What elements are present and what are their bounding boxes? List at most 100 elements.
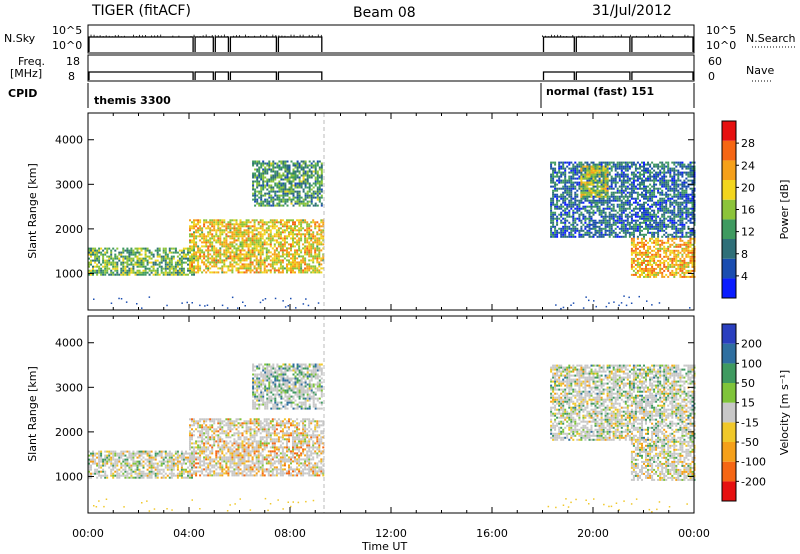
echo-cell [634,215,637,218]
echo-cell [612,205,615,208]
echo-cell [649,171,652,174]
echo-cell [689,187,692,190]
echo-cell [227,255,230,258]
echo-cell [104,253,107,256]
echo-cell [657,209,660,212]
echo-cell [195,245,198,248]
echo-cell [182,269,185,272]
echo-cell [594,163,597,166]
echo-cell [649,165,652,168]
echo-cell [239,251,242,254]
echo-cell [673,167,676,170]
echo-cell [229,231,232,234]
echo-cell [269,237,272,240]
echo-cell [273,269,276,272]
echo-cell [112,257,115,260]
echo-cell [292,172,295,175]
echo-cell [223,249,226,252]
echo-cell [588,173,591,176]
echo-cell [578,205,581,208]
freq-tick-top: 18 [66,55,80,68]
echo-cell [647,217,649,220]
echo-cell [681,207,684,210]
echo-cell [582,205,585,208]
echo-cell [266,162,269,165]
echo-cell [596,199,599,202]
echo-cell [636,263,639,266]
echo-cell [665,273,668,276]
echo-cell [268,178,271,181]
echo-cell [624,185,627,188]
echo-cell [280,190,283,193]
echo-cell [247,235,250,238]
echo-cell [304,204,307,207]
echo-cell [612,197,615,200]
echo-cell [552,211,555,214]
echo-cell [578,183,581,186]
echo-cell [312,174,315,177]
echo-cell [560,219,563,222]
echo-cell [308,253,311,256]
echo-cell [616,189,619,192]
echo-cell [683,189,686,192]
echo-cell [558,207,561,210]
echo-cell [92,269,94,272]
echo-cell [296,162,299,165]
echo-cell [657,227,660,230]
echo-cell [568,189,571,192]
echo-cell [655,215,658,218]
echo-cell [620,223,623,226]
echo-cell [590,165,593,168]
echo-cell [608,179,611,182]
echo-cell [689,241,692,244]
echo-cell [116,273,119,276]
echo-cell [320,180,323,183]
echo-cell [687,243,690,246]
echo-cell [643,267,645,270]
echo-cell [142,273,145,276]
echo-cell [675,263,678,266]
echo-cell [243,235,246,238]
echo-cell [556,199,559,202]
echo-cell [223,263,226,266]
echo-cell [174,249,177,252]
echo-cell [304,186,307,189]
echo-cell [269,265,272,268]
echo-cell [128,249,131,252]
echo-cell [276,196,279,199]
echo-cell [622,191,625,194]
echo-cell [657,189,660,192]
echo-cell [274,190,277,193]
echo-cell [661,225,664,228]
echo-cell [170,273,173,276]
echo-cell [630,273,633,276]
echo-cell [233,259,236,262]
echo-cell [249,265,252,268]
echo-cell [687,263,690,266]
echo-cell [243,239,246,242]
echo-cell [288,235,290,238]
echo-cell [594,203,597,206]
echo-cell [578,233,581,236]
echo-cell [308,186,311,189]
echo-cell [140,247,143,250]
echo-cell [273,233,276,236]
echo-cell [634,207,637,210]
echo-cell [217,255,220,258]
echo-cell [254,162,257,165]
echo-cell [96,265,99,268]
echo-cell [691,207,694,210]
echo-cell [687,179,690,182]
echo-cell [308,237,311,240]
echo-cell [191,255,193,258]
echo-cell [673,207,676,210]
echo-cell [277,233,280,236]
echo-cell [282,196,285,199]
echo-cell [641,233,643,236]
echo-cell [276,184,279,187]
echo-cell [92,259,94,262]
echo-cell [193,223,195,226]
echo-cell [598,219,601,222]
echo-cell [681,225,684,228]
echo-cell [685,191,688,194]
